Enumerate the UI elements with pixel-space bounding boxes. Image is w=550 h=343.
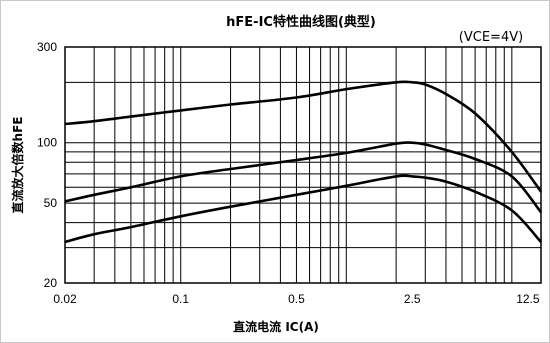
hfe-curve-2 bbox=[64, 141, 543, 214]
x-tick-label: 2.5 bbox=[404, 292, 421, 306]
x-axis-label: 直流电流 IC(A) bbox=[233, 319, 319, 334]
x-tick-label: 0.5 bbox=[288, 292, 305, 306]
series-group bbox=[64, 80, 543, 244]
plot-border bbox=[64, 46, 542, 284]
x-tick-label: 12.5 bbox=[516, 292, 540, 306]
y-tick-label: 100 bbox=[37, 136, 57, 150]
chart-title: hFE-IC特性曲线图(典型) bbox=[226, 14, 376, 30]
y-axis-label: 直流放大倍数hFE bbox=[10, 117, 25, 214]
hfe-curve-3 bbox=[64, 174, 542, 244]
tick-labels: 0.02 0.1 0.5 2.5 12.5 20 50 100 300 bbox=[37, 40, 540, 306]
y-tick-label: 20 bbox=[44, 276, 58, 290]
x-tick-label: 0.1 bbox=[172, 292, 189, 306]
x-tick-label: 0.02 bbox=[53, 292, 77, 306]
y-tick-label: 300 bbox=[37, 40, 57, 54]
y-tick-label: 50 bbox=[44, 196, 58, 210]
hfe-curve-1 bbox=[64, 80, 543, 193]
condition-label: (VCE=4V) bbox=[459, 30, 523, 45]
grid bbox=[64, 46, 541, 284]
